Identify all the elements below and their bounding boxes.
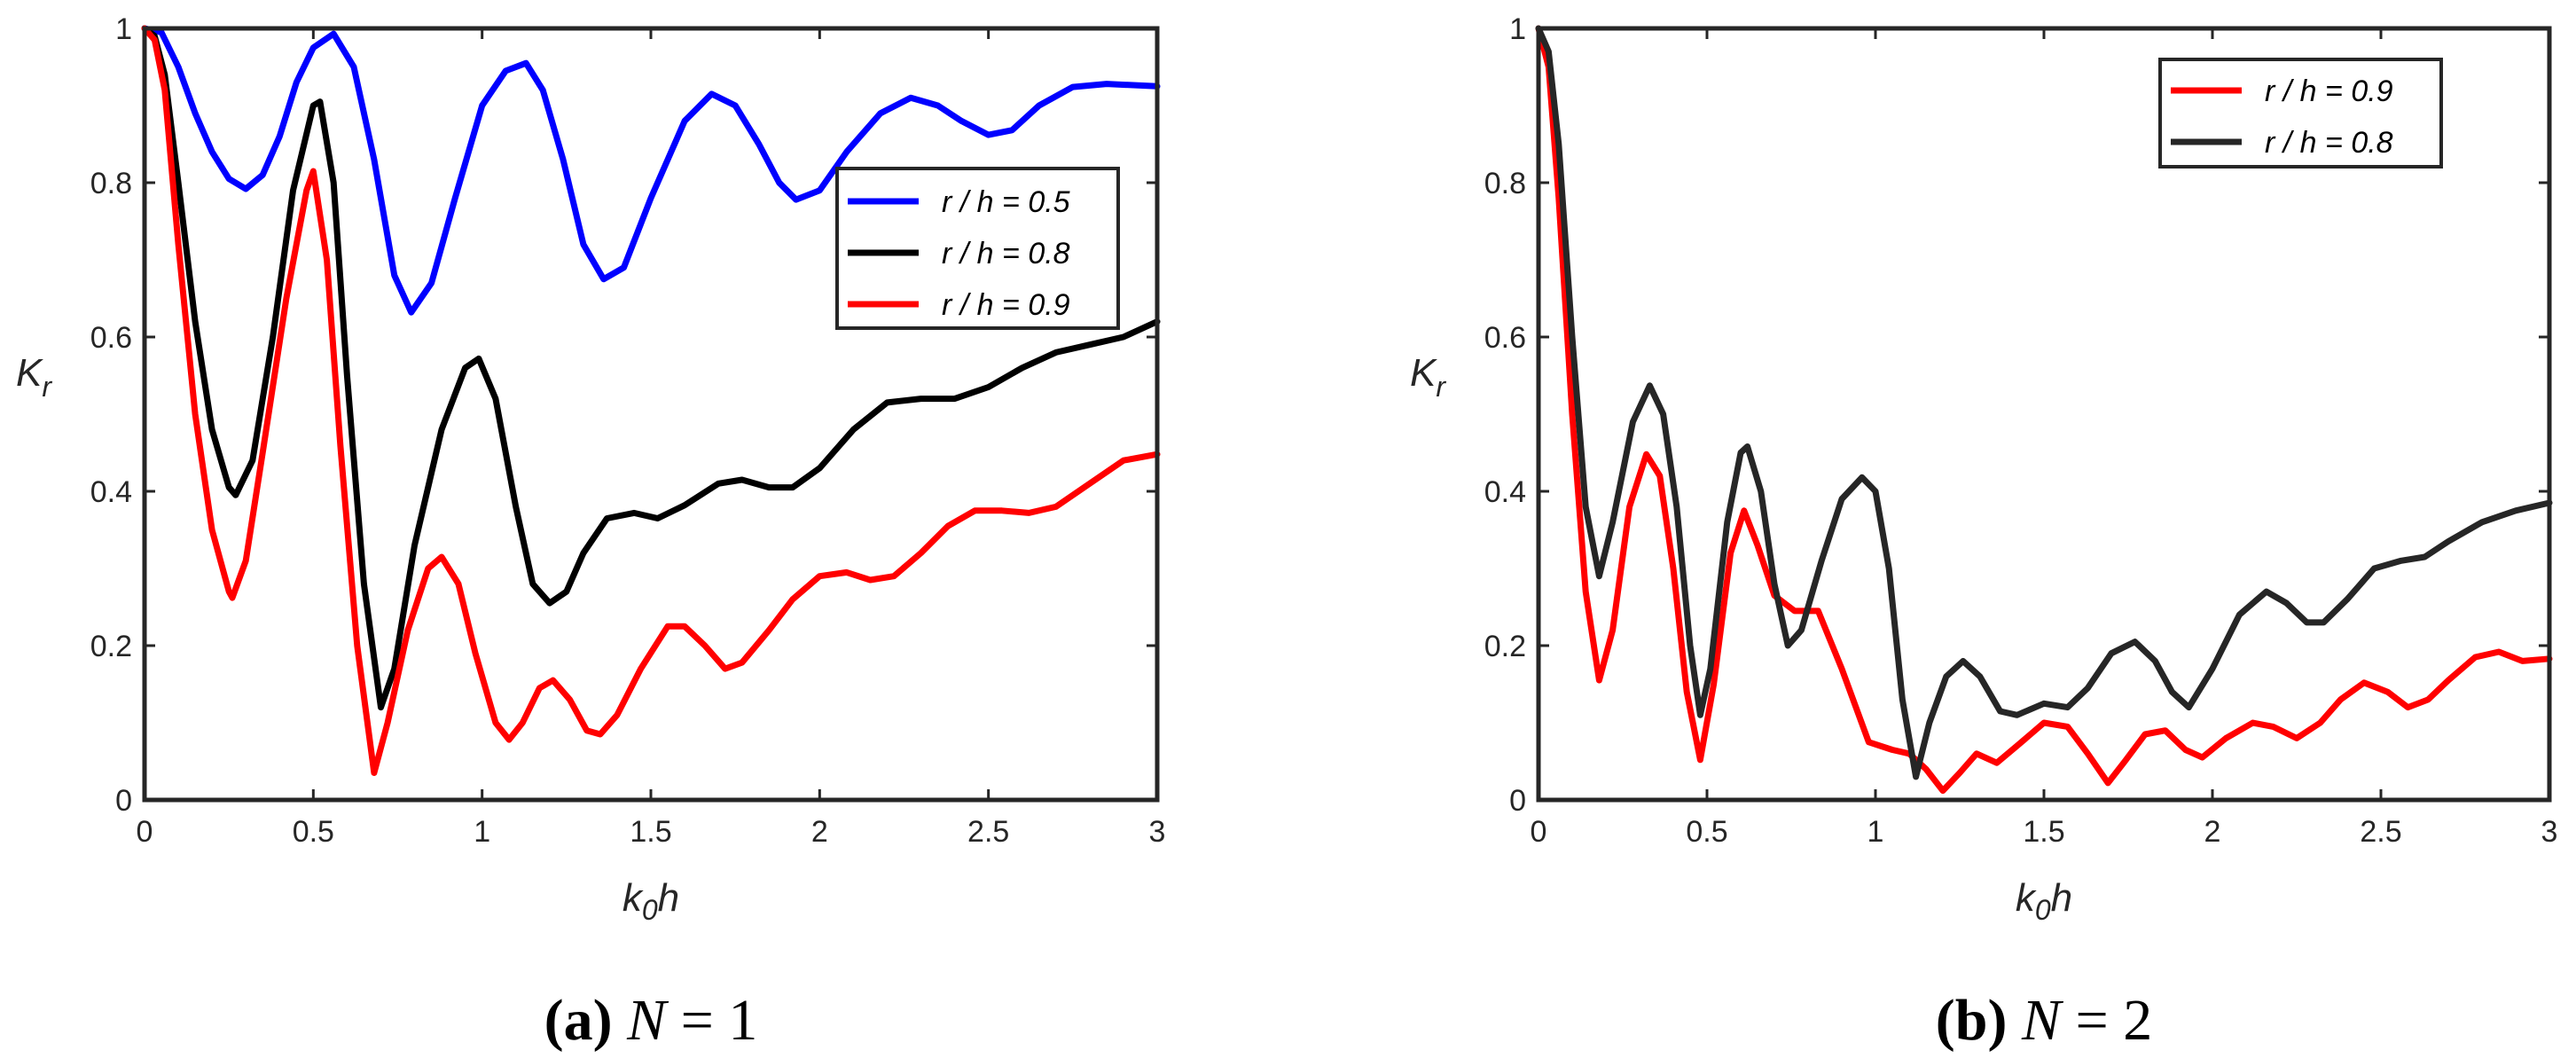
panel-b-ylabel: Kr xyxy=(1410,351,1446,403)
x-tick-label: 2 xyxy=(2204,815,2221,849)
x-tick-label: 1.5 xyxy=(2023,815,2064,849)
panel-b-legend-box xyxy=(2158,58,2443,168)
x-tick-label: 1 xyxy=(1867,815,1884,849)
panel-a-ylabel: Kr xyxy=(16,351,52,403)
series-line-1 xyxy=(1535,25,2553,780)
series-line-0 xyxy=(1535,25,2553,795)
y-tick-label: 0.6 xyxy=(90,321,132,355)
x-tick-label: 0 xyxy=(137,815,153,849)
legend-label-2: r / h = 0.9 xyxy=(942,288,1070,322)
panel-a-legend-box xyxy=(835,167,1120,330)
panel-a-xlabel: k0h xyxy=(622,876,679,926)
panel-b-series xyxy=(1535,25,2553,795)
panel-b-legend: r / h = 0.9 r / h = 0.8 xyxy=(2158,58,2443,168)
y-tick-label: 0.6 xyxy=(1484,321,1526,355)
panel-b-xlabel: k0h xyxy=(2016,876,2072,926)
panel-a-plot-area xyxy=(145,28,1157,800)
x-tick-label: 0.5 xyxy=(293,815,334,849)
y-tick-label: 1 xyxy=(115,12,132,46)
y-tick-label: 0 xyxy=(1509,784,1526,818)
panel-b-frame xyxy=(1536,26,2552,803)
x-tick-label: 3 xyxy=(1149,815,1166,849)
legend-label-0: r / h = 0.5 xyxy=(942,185,1070,219)
x-tick-label: 1 xyxy=(474,815,490,849)
y-tick-label: 0.2 xyxy=(1484,630,1526,663)
panel-a-caption: (a) N = 1 xyxy=(544,988,758,1053)
y-tick-label: 0.4 xyxy=(1484,475,1526,509)
x-tick-label: 0 xyxy=(1531,815,1547,849)
x-tick-label: 2 xyxy=(811,815,828,849)
x-tick-label: 2.5 xyxy=(2360,815,2401,849)
legend-label-1: r / h = 0.8 xyxy=(2265,126,2393,160)
panel-a-legend: r / h = 0.5 r / h = 0.8 r / h = 0.9 xyxy=(835,167,1120,330)
panel-b-caption: (b) N = 2 xyxy=(1936,988,2152,1053)
y-tick-label: 0.8 xyxy=(90,167,132,200)
x-tick-label: 3 xyxy=(2541,815,2558,849)
legend-label-1: r / h = 0.8 xyxy=(942,237,1070,270)
x-tick-label: 1.5 xyxy=(630,815,671,849)
legend-label-0: r / h = 0.9 xyxy=(2265,74,2393,108)
series-line-2 xyxy=(141,25,1161,776)
y-tick-label: 0.2 xyxy=(90,630,132,663)
x-tick-label: 0.5 xyxy=(1686,815,1727,849)
y-tick-label: 1 xyxy=(1509,12,1526,46)
series-line-0 xyxy=(141,25,1161,316)
y-tick-label: 0.8 xyxy=(1484,167,1526,200)
series-line-1 xyxy=(141,25,1161,711)
panel-a-frame xyxy=(142,26,1160,803)
y-tick-label: 0.4 xyxy=(90,475,132,509)
panel-b-ticks: 0 0.5 1 1.5 2 2.5 3 0 0.2 0.4 0.6 0.8 1 xyxy=(1484,12,2558,849)
x-tick-label: 2.5 xyxy=(967,815,1009,849)
panel-b: 0 0.5 1 1.5 2 2.5 300.20.40.60.81 r / h = 0.9r… xyxy=(1410,12,2557,1053)
panel-a: 0 0.5 1 1.5 2 2.5 300.20.40.60.81 r / h = 0.5r… xyxy=(16,12,1165,1053)
y-tick-label: 0 xyxy=(115,784,132,818)
panel-a-series xyxy=(141,25,1161,776)
